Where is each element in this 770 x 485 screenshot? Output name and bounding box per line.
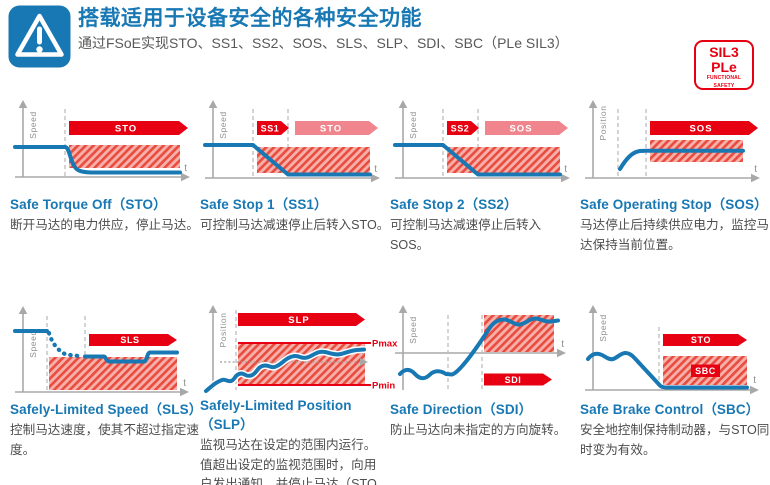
- speed-curve: [398, 316, 560, 381]
- card-description: 断开马达的电力供应，停止马达。: [10, 218, 199, 232]
- card-title: Safe Direction（SDI）: [390, 402, 533, 417]
- t-axis-label: t: [564, 164, 567, 175]
- card-sdi: Speed t SDI Safe Direction（SDI） 防止马达向未指定…: [390, 300, 580, 441]
- y-axis-label: Speed: [218, 111, 228, 139]
- pmin-label: Pmin: [372, 381, 395, 392]
- y-axis-label: Position: [598, 105, 608, 140]
- t-axis-label: t: [184, 163, 187, 174]
- slp-banner-label: SLP: [288, 315, 309, 326]
- card-title: Safely-Limited Position（SLP）: [200, 398, 352, 432]
- card-description: 监视马达在设定的范围内运行。 值超出设定的监视范围时，向用 户发出通知，并停止马…: [200, 438, 377, 485]
- card-slp: Position SLP Pmax Pmin t Safely-Limited …: [200, 300, 398, 485]
- speed-curve: [393, 143, 562, 177]
- card-sbc: Speed t STO SBC Safe Brake Control（SBC） …: [580, 300, 770, 460]
- badge-functional: FUNCTIONAL: [706, 75, 742, 81]
- y-axis-label: Position: [218, 312, 228, 347]
- sto-banner-label: STO: [320, 124, 342, 135]
- sos-banner-label: SOS: [509, 124, 532, 135]
- sls-banner-label: SLS: [120, 335, 139, 345]
- sbc-box-label: SBC: [695, 366, 716, 376]
- y-axis-label: Speed: [28, 330, 38, 358]
- sto-banner-label: STO: [115, 124, 137, 135]
- hatch-area: [69, 145, 180, 168]
- t-axis-label: t: [183, 378, 186, 389]
- card-description: 马达停止后持续供应电力，监控马 达保持当前位置。: [580, 218, 769, 252]
- card-ss2: Speed t SS2 SOS Safe Stop 2（SS2） 可控制马达减速…: [390, 95, 580, 255]
- card-title: Safe Torque Off（STO）: [10, 197, 167, 212]
- card-description: 可控制马达减速停止后转入STO。: [200, 218, 390, 232]
- sto-banner-label: STO: [691, 335, 711, 345]
- t-axis-label: t: [754, 164, 757, 175]
- ss2-banner-label: SS2: [451, 124, 470, 134]
- ss2-banner-arrow: [447, 121, 479, 135]
- card-description: 安全地控制保持制动器，与STO同 时变为有效。: [580, 423, 770, 457]
- ss1-chart: Speed t SS1 STO: [203, 100, 380, 183]
- ss1-banner-arrow: [257, 121, 289, 135]
- card-title: Safe Operating Stop（SOS）: [580, 197, 768, 212]
- speed-curve: [13, 145, 182, 175]
- card-title: Safe Stop 1（SS1）: [200, 197, 328, 212]
- sto-banner-arrow: [663, 334, 747, 346]
- warning-triangle-icon: [8, 5, 71, 73]
- slp-banner-arrow: [238, 313, 365, 326]
- ss1-banner-label: SS1: [261, 124, 280, 134]
- position-curve: [204, 347, 366, 393]
- card-title: Safe Stop 2（SS2）: [390, 197, 518, 212]
- t-axis-label: t: [374, 164, 377, 175]
- sto-chart: Speed t STO: [13, 100, 190, 182]
- t-axis-label: t: [561, 339, 564, 350]
- sls-chart: Speed t SLS: [13, 306, 189, 397]
- pmax-label: Pmax: [372, 339, 398, 350]
- card-description: 可控制马达减速停止后转入SOS。: [390, 218, 542, 252]
- speed-curve: [586, 350, 749, 390]
- badge-safety: SAFETY: [713, 82, 735, 89]
- sdi-chart: Speed t SDI: [395, 305, 566, 390]
- sls-banner-arrow: [89, 334, 177, 346]
- card-title: Safe Brake Control（SBC）: [580, 402, 760, 417]
- sos-banner-arrow: [485, 121, 568, 135]
- card-ss1: Speed t SS1 STO Safe Stop 1（SS1） 可控制马达减速…: [200, 95, 390, 236]
- slp-chart: Position SLP Pmax Pmin t: [202, 305, 398, 395]
- hatch-area: [257, 147, 370, 173]
- page-title: 搭载适用于设备安全的各种安全功能: [78, 7, 422, 30]
- badge-ple: PLe: [711, 59, 737, 75]
- sbc-label-box: [691, 364, 720, 377]
- y-axis-label: Speed: [408, 111, 418, 139]
- y-axis-label: Speed: [598, 314, 608, 342]
- speed-curve: [203, 143, 372, 177]
- sto-banner-arrow: [69, 121, 188, 135]
- speed-curve-limited: [83, 350, 179, 364]
- sil3-ple-badge: SIL3 PLe FUNCTIONAL SAFETY: [694, 40, 754, 90]
- ss2-chart: Speed t SS2 SOS: [393, 100, 570, 183]
- t-axis-label: t: [753, 375, 756, 386]
- card-sls: Speed t SLS Safely-Limited Speed（SLS） 控制…: [10, 300, 203, 460]
- card-sto: Speed t STO Safe Torque Off（STO） 断开马达的电力…: [10, 95, 200, 236]
- sto-banner-arrow: [295, 121, 378, 135]
- y-axis-label: Speed: [408, 316, 418, 344]
- sdi-banner-label: SDI: [505, 375, 522, 385]
- sdi-banner-arrow: [484, 373, 552, 386]
- speed-curve-dotted: [46, 330, 86, 359]
- position-curve: [618, 148, 745, 171]
- page-subtitle: 通过FSoE实现STO、SS1、SS2、SOS、SLS、SLP、SDI、SBC（…: [78, 35, 569, 51]
- badge-sil3: SIL3: [709, 44, 739, 60]
- sos-banner-arrow: [650, 121, 758, 135]
- sbc-chart: Speed t STO SBC: [585, 305, 759, 395]
- card-description: 防止马达向未指定的方向旋转。: [390, 423, 567, 437]
- sos-chart: Position t SOS: [585, 100, 760, 183]
- card-sos: Position t SOS Safe Operating Stop（SOS） …: [580, 95, 770, 255]
- sos-banner-label: SOS: [689, 124, 712, 135]
- y-axis-label: Speed: [28, 111, 38, 139]
- card-description: 控制马达速度，使其不超过指定速 度。: [10, 423, 199, 457]
- hatch-area: [447, 147, 560, 173]
- card-title: Safely-Limited Speed（SLS）: [10, 402, 203, 417]
